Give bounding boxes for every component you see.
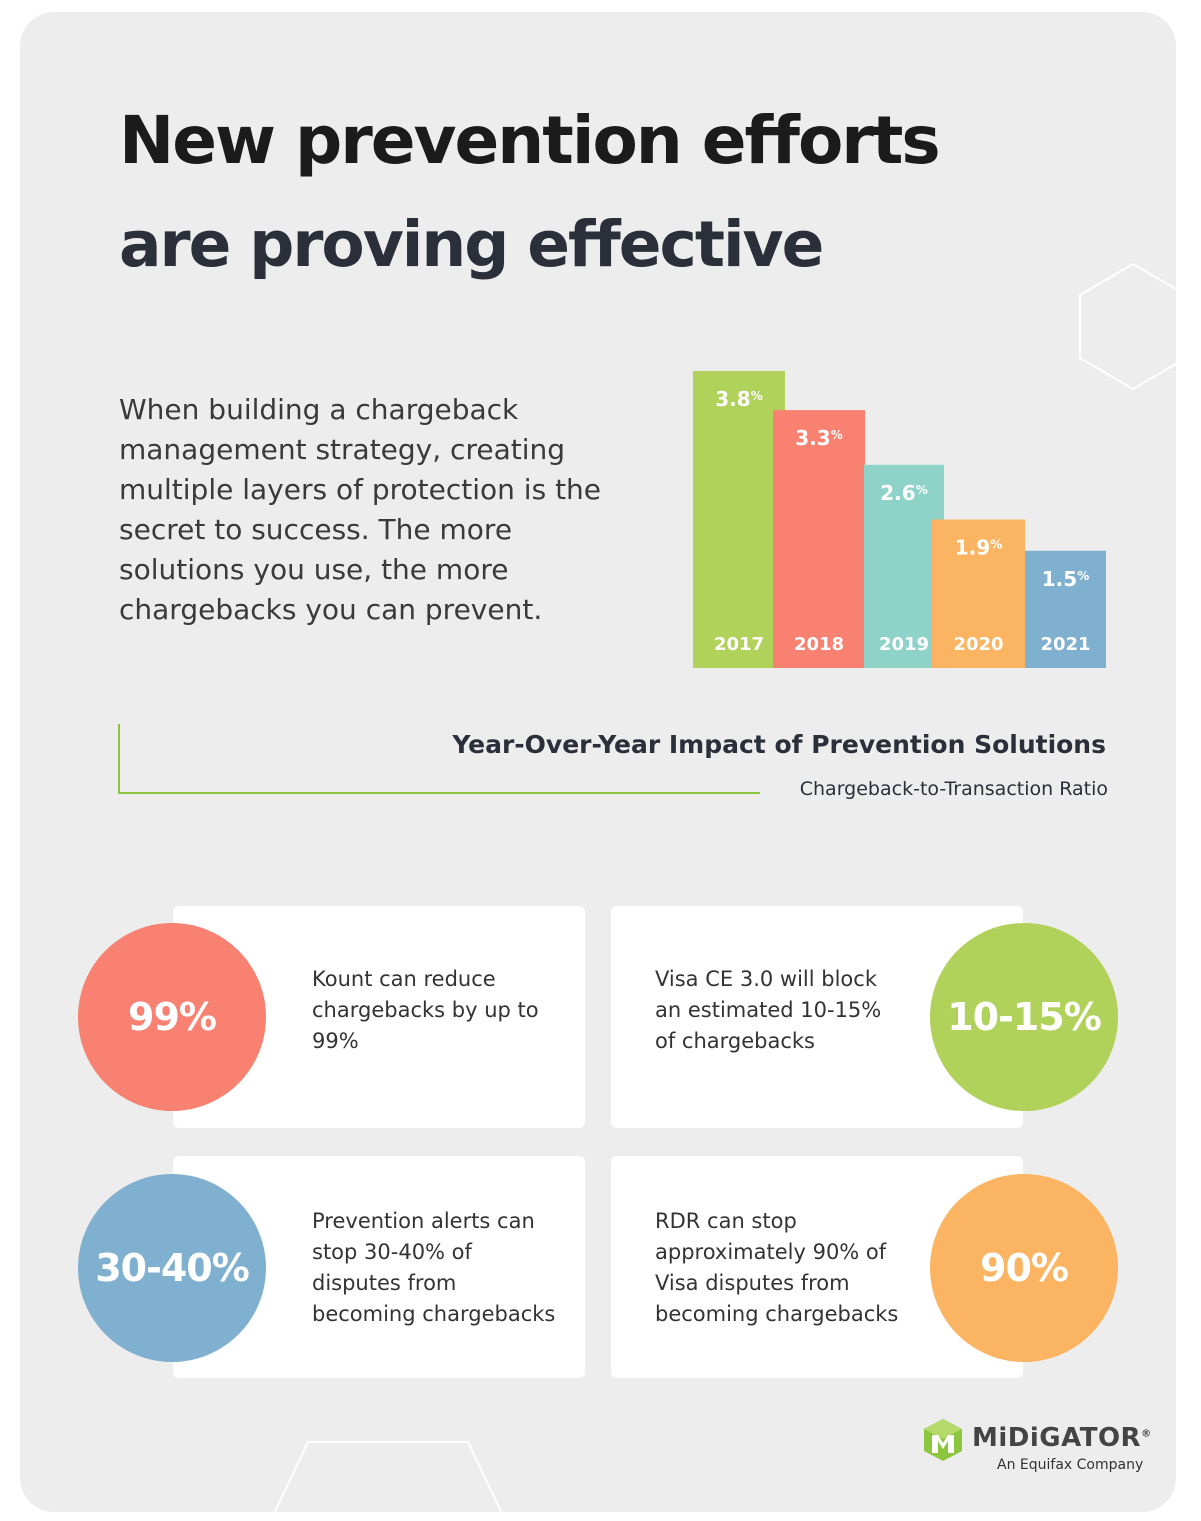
bar-2018 bbox=[773, 410, 865, 668]
stat-card-rdr: RDR can stop approximately 90% of Visa d… bbox=[611, 1156, 1023, 1378]
midigator-logo-icon bbox=[924, 1419, 962, 1461]
stat-description: Prevention alerts can stop 30-40% of dis… bbox=[312, 1209, 556, 1326]
stat-description: Kount can reduce chargebacks by up to 99… bbox=[312, 967, 539, 1053]
stat-circle-visa-ce: 10-15% bbox=[930, 923, 1118, 1111]
page-title-line1: New prevention efforts bbox=[119, 102, 941, 179]
bar-2021 bbox=[1025, 550, 1106, 668]
stat-circle-prevention-alerts: 30-40% bbox=[78, 1174, 266, 1362]
bracket-line-vertical bbox=[118, 724, 120, 794]
stat-value: 30-40% bbox=[95, 1246, 250, 1290]
infographic-card: New prevention efforts are proving effec… bbox=[20, 12, 1176, 1512]
hexagon-decoration-icon bbox=[273, 1441, 503, 1512]
stat-description: RDR can stop approximately 90% of Visa d… bbox=[655, 1209, 899, 1326]
chart-title: Year-Over-Year Impact of Prevention Solu… bbox=[452, 730, 1106, 759]
bracket-line-horizontal bbox=[118, 792, 760, 794]
logo-tagline: An Equifax Company bbox=[997, 1457, 1144, 1473]
bar-category-label: 2017 bbox=[714, 634, 764, 655]
bar-category-label: 2021 bbox=[1040, 634, 1090, 655]
bar-category-label: 2020 bbox=[953, 634, 1003, 655]
chart-subtitle: Chargeback-to-Transaction Ratio bbox=[799, 778, 1108, 800]
logo-wordmark: MiDiGATOR® bbox=[972, 1423, 1152, 1453]
stat-circle-kount: 99% bbox=[78, 923, 266, 1111]
bar-2017 bbox=[693, 371, 785, 668]
bar-category-label: 2018 bbox=[794, 634, 844, 655]
hexagon-decoration-icon bbox=[1079, 262, 1176, 391]
bar-2020 bbox=[932, 519, 1025, 668]
stat-value: 90% bbox=[980, 1246, 1069, 1290]
stat-value: 99% bbox=[128, 995, 217, 1039]
stat-circle-rdr: 90% bbox=[930, 1174, 1118, 1362]
page-title-line2: are proving effective bbox=[119, 208, 824, 281]
bar-2019 bbox=[864, 464, 944, 668]
bar-value-label: 1.5% bbox=[1042, 567, 1089, 591]
stat-description: Visa CE 3.0 will block an estimated 10-1… bbox=[655, 967, 882, 1053]
bar-category-label: 2019 bbox=[879, 634, 929, 655]
midigator-logo: MiDiGATOR® An Equifax Company bbox=[920, 1417, 1152, 1477]
stat-value: 10-15% bbox=[947, 995, 1102, 1039]
intro-paragraph: When building a chargeback management st… bbox=[119, 393, 602, 626]
